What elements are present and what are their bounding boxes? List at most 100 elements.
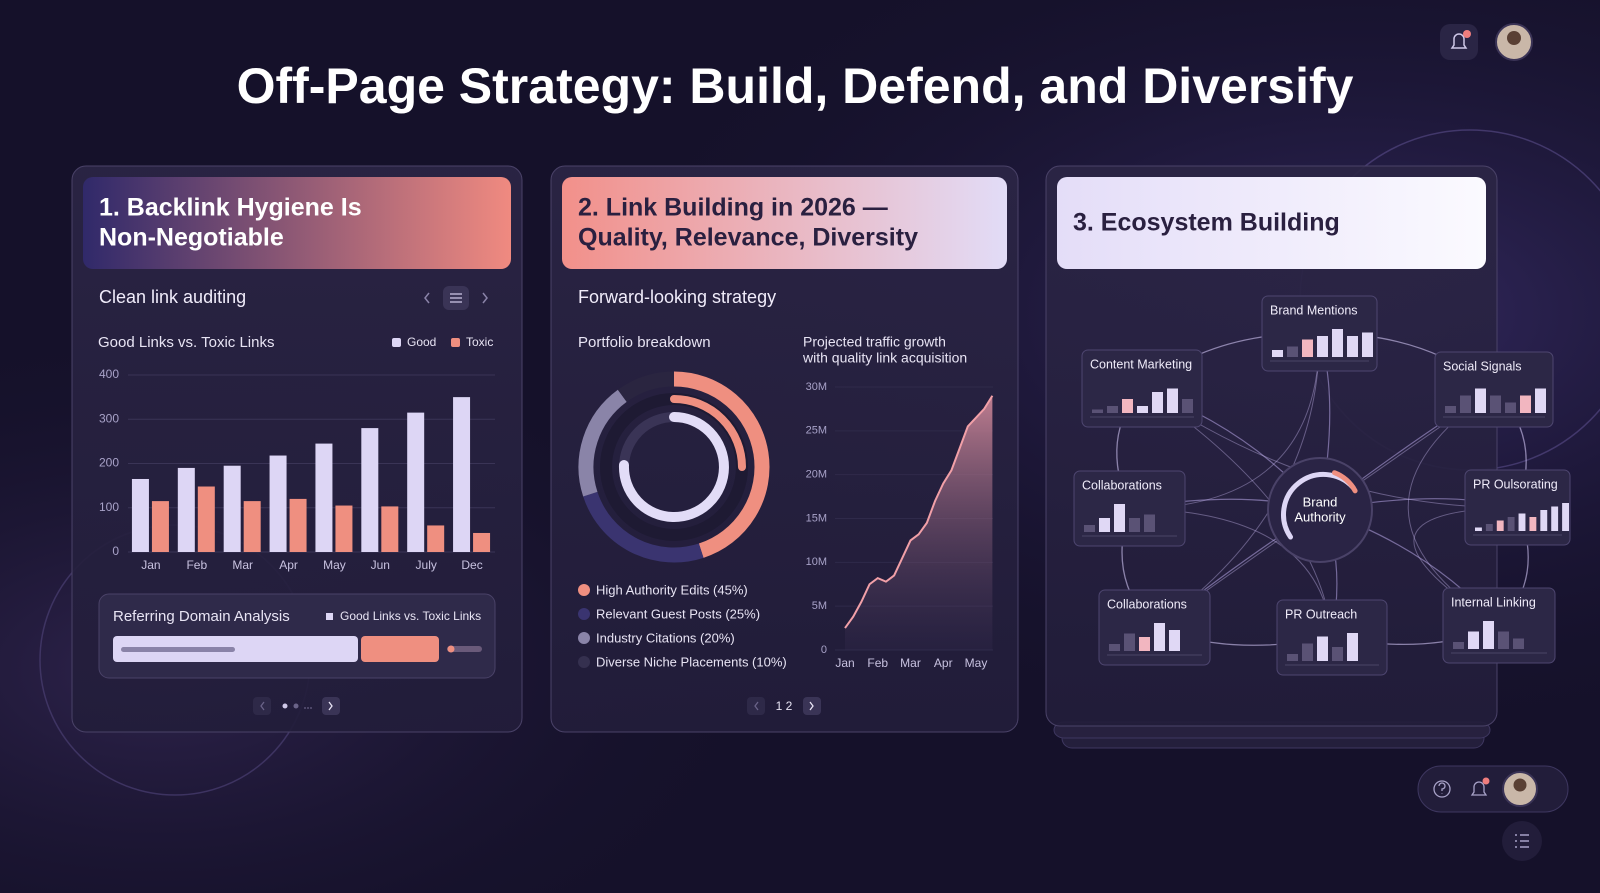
y-tick-label: 300 (99, 411, 119, 425)
chart-title: with quality link acquisition (802, 350, 967, 366)
prev-arrow[interactable] (424, 292, 430, 304)
mini-bar (1302, 643, 1313, 661)
badge (1463, 30, 1471, 38)
mini-bar (1505, 402, 1516, 413)
bar (197, 486, 215, 552)
node-label: Brand Mentions (1270, 303, 1358, 317)
node-label: Social Signals (1443, 359, 1522, 373)
mini-bar (1167, 388, 1178, 413)
bar (223, 465, 241, 552)
y-tick-label: 0 (112, 544, 119, 558)
badge (1482, 777, 1490, 785)
y-tick-label: 200 (99, 456, 119, 470)
y-tick-label: 25M (806, 425, 827, 437)
mini-bar (1287, 654, 1298, 661)
x-tick-label: Mar (232, 558, 253, 572)
node-label: Internal Linking (1451, 595, 1536, 609)
legend-dot (578, 656, 590, 668)
mini-bar (1182, 399, 1193, 413)
referral-stub (447, 646, 482, 652)
mini-bar (1332, 647, 1343, 661)
legend-label: Diverse Niche Placements (10%) (596, 654, 787, 669)
panel-subheading: Clean link auditing (99, 287, 246, 307)
arrow-icon (809, 701, 814, 711)
mini-bar (1107, 406, 1118, 413)
notification-button[interactable] (1440, 24, 1478, 60)
line (844, 395, 994, 629)
panel-heading: 3. Ecosystem Building (1073, 209, 1340, 237)
arrow-icon (260, 701, 265, 711)
bar (381, 506, 399, 552)
help-icon (1438, 782, 1446, 794)
pager-prev[interactable] (253, 697, 271, 715)
x-tick-label: May (323, 558, 346, 572)
mini-bar (1475, 527, 1482, 531)
pager-ellipsis (307, 707, 309, 709)
y-tick-label: 400 (99, 367, 119, 381)
mini-bar (1084, 525, 1095, 532)
next-arrow[interactable] (482, 292, 488, 304)
mini-bar (1362, 332, 1373, 357)
pager-next[interactable] (803, 697, 821, 715)
avatar-face (1507, 31, 1521, 45)
x-tick-label: May (965, 656, 988, 670)
bar (407, 412, 425, 552)
pager-prev[interactable] (747, 697, 765, 715)
pager-dot[interactable] (293, 703, 299, 709)
mini-bar (1317, 336, 1328, 357)
x-tick-label: Feb (186, 558, 207, 572)
mini-bar (1347, 633, 1358, 661)
referral-toxic-bar (361, 636, 439, 662)
mini-bar (1496, 520, 1504, 531)
mini-bar (1520, 395, 1531, 413)
pager-pages[interactable]: 1 2 (776, 699, 793, 713)
mini-bar (1154, 623, 1165, 651)
bar (315, 443, 333, 552)
mini-bar (1445, 406, 1456, 413)
hub-ring (1331, 470, 1358, 494)
legend-dot (578, 608, 590, 620)
mini-bar (1483, 621, 1494, 649)
y-tick-label: 100 (99, 500, 119, 514)
x-tick-label: Dec (461, 558, 482, 572)
pager-ellipsis (310, 707, 312, 709)
menu-icon (1515, 834, 1529, 848)
hub-label: Authority (1294, 509, 1346, 524)
x-tick-label: Jun (371, 558, 390, 572)
mini-bar (1562, 503, 1569, 531)
y-tick-label: 5M (812, 600, 827, 612)
x-tick-label: Apr (279, 558, 298, 572)
node-label: PR Oulsorating (1473, 477, 1558, 491)
notification-button[interactable] (1470, 781, 1488, 796)
panel-subheading: Forward-looking strategy (578, 287, 776, 307)
pager-next[interactable] (322, 697, 340, 715)
chart-title: Good Links vs. Toxic Links (98, 334, 274, 351)
bar (151, 501, 169, 552)
referral-good-bar (113, 636, 358, 662)
mini-bar (1475, 388, 1486, 413)
filter-icon (450, 293, 462, 303)
arrow-icon (328, 701, 333, 711)
bar (453, 397, 471, 552)
avatar-face (1513, 778, 1527, 792)
mini-bar (1347, 336, 1358, 357)
pager-ellipsis (304, 707, 306, 709)
help-button[interactable] (1433, 780, 1451, 798)
bar (269, 455, 287, 552)
mini-bar (1139, 637, 1150, 651)
y-tick-label: 20M (806, 469, 827, 481)
pager-dot[interactable] (282, 703, 288, 709)
mini-bar (1137, 406, 1148, 413)
legend-dot (578, 584, 590, 596)
bar (177, 467, 195, 552)
page-title: Off-Page Strategy: Build, Defend, and Di… (237, 58, 1354, 114)
mini-bar (1287, 346, 1298, 357)
donut-segment (583, 491, 704, 563)
chart-title: Projected traffic growth (803, 334, 946, 350)
mini-bar (1114, 504, 1125, 532)
x-tick-label: Jan (835, 656, 854, 670)
bar (289, 498, 307, 552)
mini-bar (1513, 638, 1524, 649)
legend-swatch (451, 338, 460, 347)
legend-swatch (326, 613, 333, 620)
